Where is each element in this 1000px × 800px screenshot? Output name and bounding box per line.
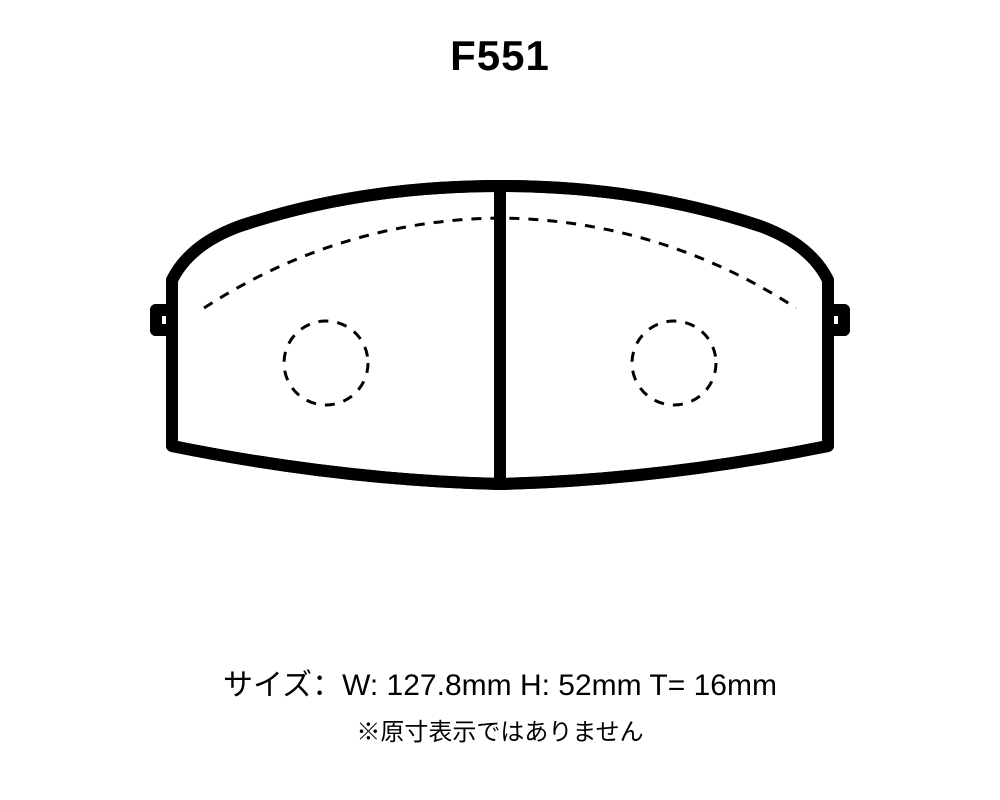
size-text: サイズ：W: 127.8mm H: 52mm T= 16mm xyxy=(0,660,1000,704)
scale-note: ※原寸表示ではありません xyxy=(0,712,1000,747)
page-container: F551 サイズ：W: 127.8mm H: 52mm T= 16mm ※原寸表… xyxy=(0,0,1000,800)
brake-pad-diagram xyxy=(100,180,900,540)
part-number-title: F551 xyxy=(0,32,1000,80)
